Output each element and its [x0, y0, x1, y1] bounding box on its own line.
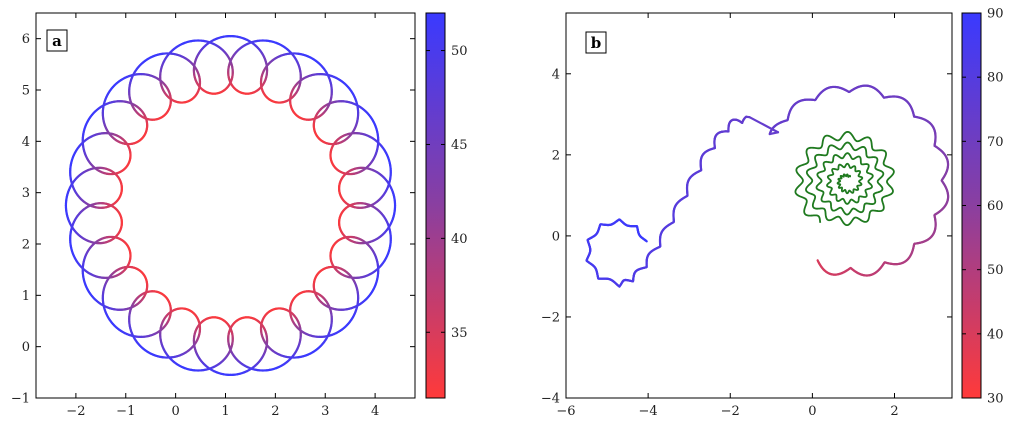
panel-a-cbar-tick-label: 50 [451, 44, 468, 59]
panel-a-ytick-label: 3 [22, 186, 30, 201]
panel-b-xtick-label: −6 [556, 404, 575, 419]
panel-a-xtick-label: 0 [171, 404, 179, 419]
panel-b-xtick-label: 0 [808, 404, 816, 419]
panel-b-plot-area [565, 12, 953, 399]
panel-a-tag-label: a [52, 32, 62, 50]
panel-b-trajectory-segment [748, 116, 780, 134]
panel-b-cbar-tick-label: 50 [987, 263, 1004, 278]
panel-b-cbar-tick-label: 80 [987, 71, 1004, 86]
panel-a-ytick-label: 6 [22, 32, 30, 47]
panel-a-ytick-label: −1 [11, 392, 30, 407]
panel-a-x-axis: −2 −1 0 1 2 3 4 [66, 13, 379, 419]
panel-a-ytick-label: 5 [22, 84, 30, 99]
panel-a-xtick-label: 3 [321, 404, 329, 419]
panel-b-ytick-label: −2 [541, 310, 560, 325]
panel-a-ytick-label: 1 [22, 289, 30, 304]
panel-b-colorbar-axis: 30 40 50 60 70 80 90 [962, 7, 1004, 407]
panel-a-cbar-tick-label: 35 [451, 326, 468, 341]
panel-a-colorbar-axis: 35 40 45 50 [426, 44, 468, 341]
panel-a-xtick-label: 2 [271, 404, 279, 419]
panel-b-ytick-label: −4 [541, 392, 560, 407]
panel-b-x-axis: −6 −4 −2 0 2 [556, 13, 899, 419]
panel-a-ytick-label: 0 [22, 340, 30, 355]
panel-a-xtick-label: 1 [221, 404, 229, 419]
panel-b-y-axis: −4 −2 0 2 4 [541, 67, 952, 407]
panel-a-trajectory [64, 34, 397, 376]
panel-b-xtick-label: −4 [639, 404, 658, 419]
panel-a-ytick-label: 4 [22, 135, 30, 150]
panel-b-trajectory-segment [768, 131, 780, 136]
panel-b-xtick-label: −2 [721, 404, 740, 419]
panel-a-tag: a [46, 29, 68, 52]
panel-b-tag: b [585, 31, 607, 54]
panel-b-cbar-tick-label: 30 [987, 392, 1004, 407]
panel-b-trajectory [585, 84, 950, 288]
panel-a-colorbar [425, 12, 446, 399]
panel-b-ytick-label: 2 [552, 148, 560, 163]
panel-b-cbar-tick-label: 90 [987, 7, 1004, 22]
panel-b-xtick-label: 2 [890, 404, 898, 419]
panel-b-tag-label: b [591, 34, 602, 52]
panel-a-cbar-tick-label: 40 [451, 232, 468, 247]
panel-b-cbar-tick-label: 40 [987, 327, 1004, 342]
panel-a-cbar-tick-label: 45 [451, 138, 468, 153]
panel-a-ytick-label: 2 [22, 238, 30, 253]
panel-a-xtick-label: −2 [66, 404, 85, 419]
panel-b-green-spiral [794, 130, 895, 227]
panel-b-green-spiral-line [794, 130, 895, 227]
panel-a-xtick-label: 4 [371, 404, 379, 419]
panel-b-cbar-tick-label: 60 [987, 199, 1004, 214]
panel-b-cbar-tick-label: 70 [987, 135, 1004, 150]
panel-a-xtick-label: −1 [116, 404, 135, 419]
panel-b-ytick-label: 0 [552, 229, 560, 244]
panel-a-y-axis: −1 0 1 2 3 4 5 6 [11, 32, 415, 407]
panel-b-ytick-label: 4 [552, 67, 560, 82]
